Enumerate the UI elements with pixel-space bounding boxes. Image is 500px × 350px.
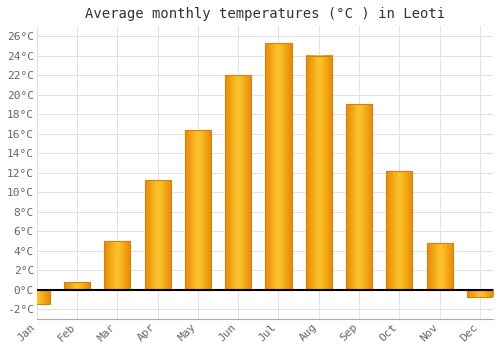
Bar — [346, 104, 372, 290]
Bar — [104, 241, 130, 290]
Bar — [144, 180, 171, 290]
Bar — [64, 282, 90, 290]
Title: Average monthly temperatures (°C ) in Leoti: Average monthly temperatures (°C ) in Le… — [85, 7, 445, 21]
Bar — [386, 171, 412, 290]
Bar — [467, 290, 493, 298]
Bar — [24, 290, 50, 304]
Bar — [426, 243, 453, 290]
Bar — [225, 75, 252, 290]
Bar — [185, 130, 211, 290]
Bar — [266, 43, 291, 290]
Bar — [306, 56, 332, 290]
